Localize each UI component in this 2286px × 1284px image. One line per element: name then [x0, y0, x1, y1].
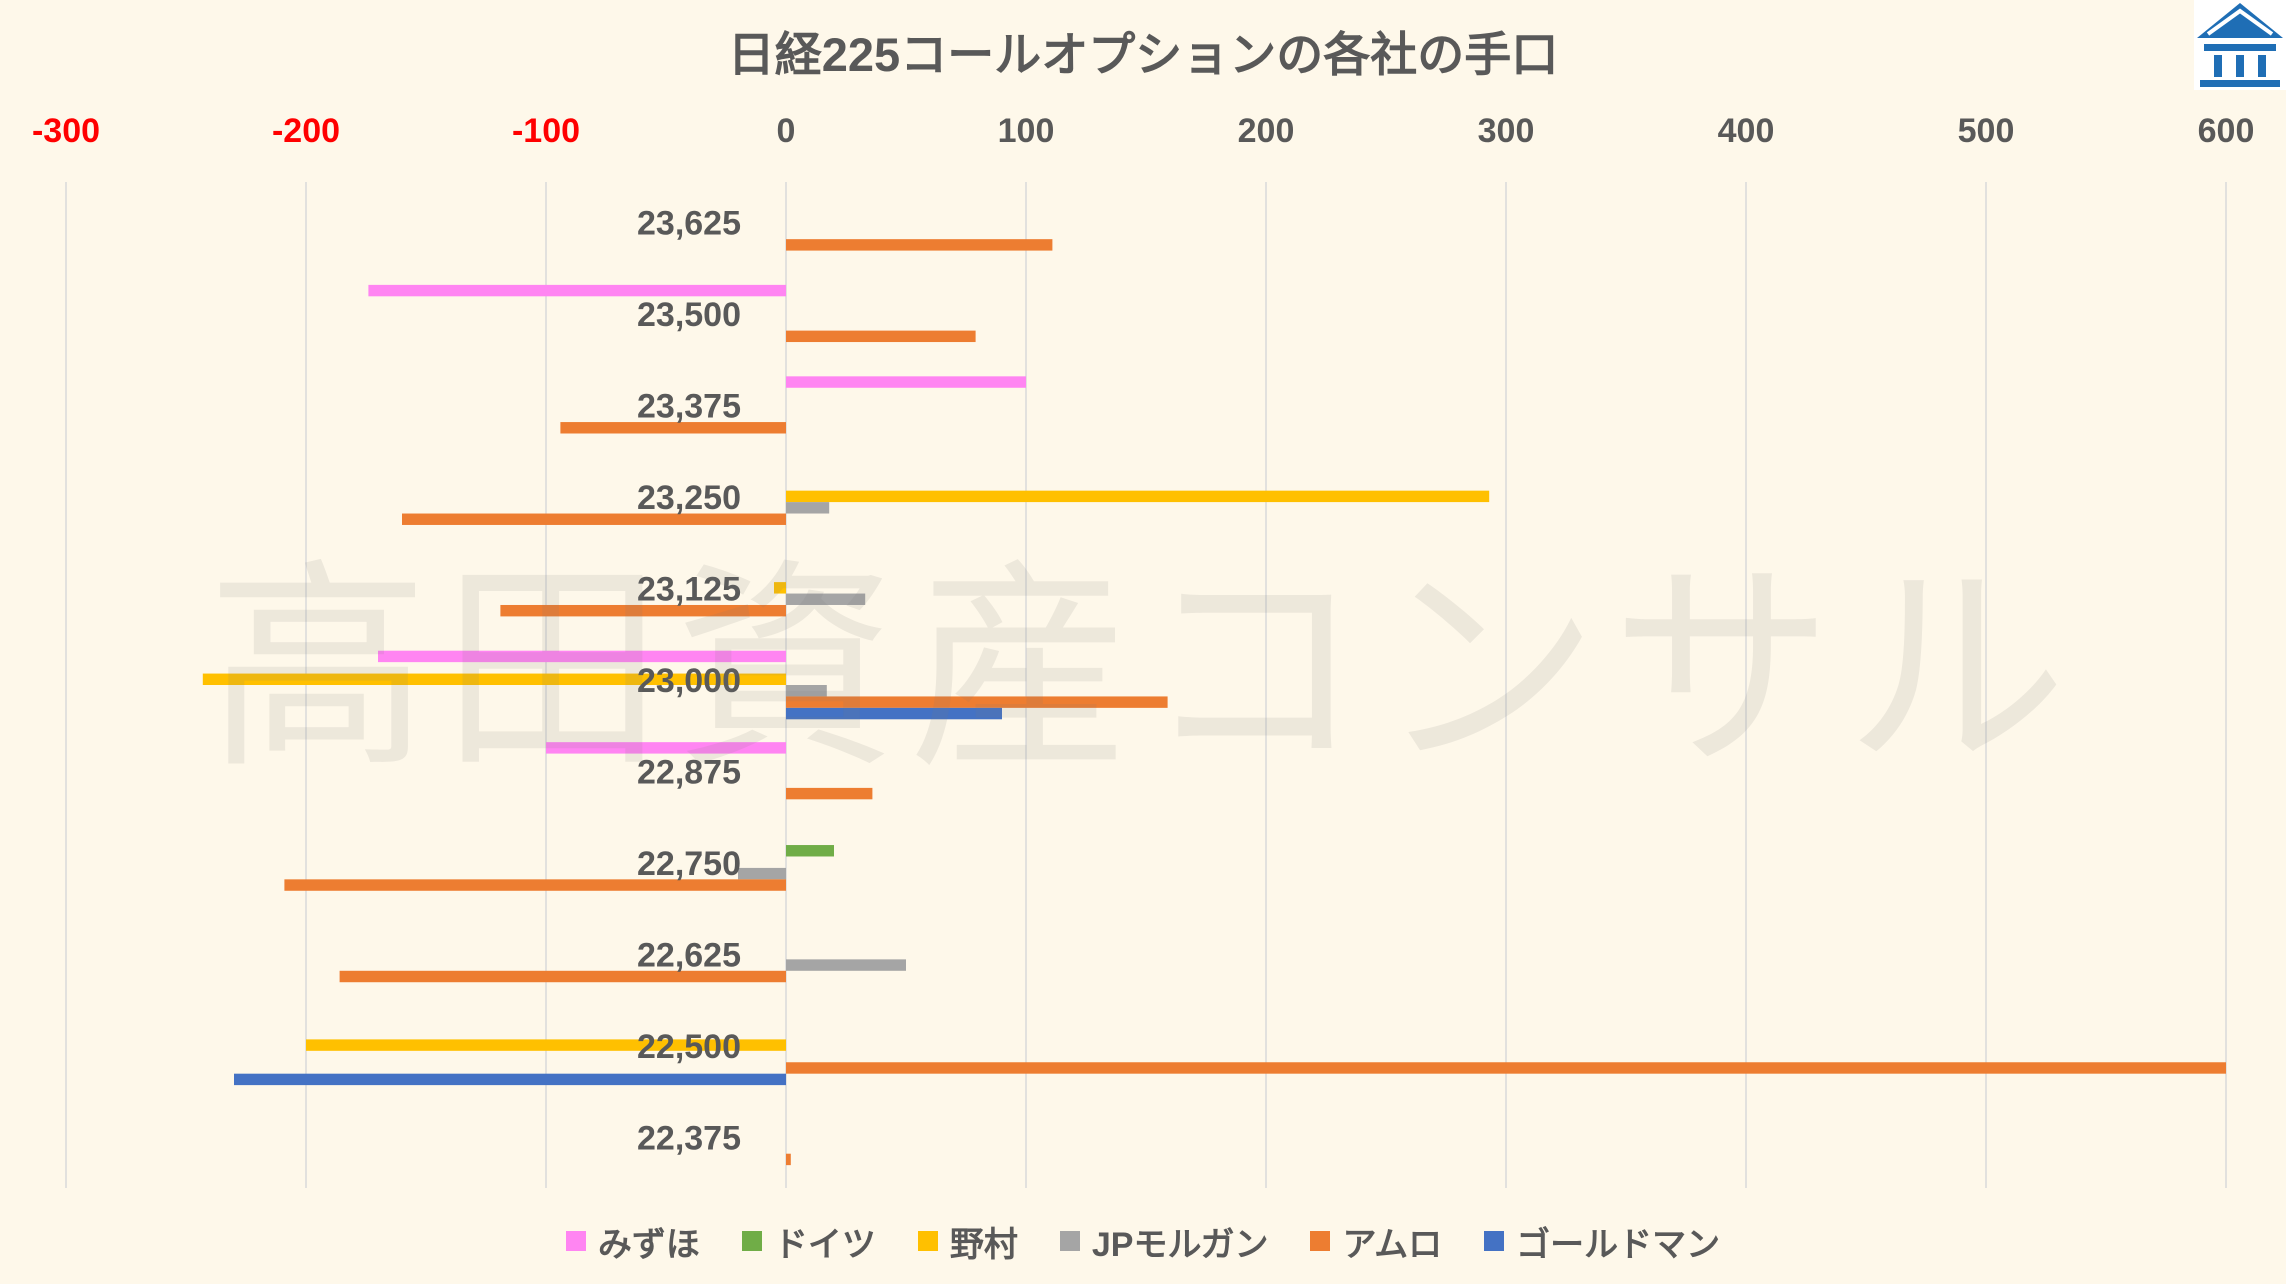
category-label-22875: 22,875 [637, 753, 741, 791]
legend-swatch-jpmorgan [1059, 1231, 1080, 1251]
category-label-22750: 22,750 [637, 845, 741, 883]
x-tick-label-600: 600 [2198, 112, 2255, 150]
bar-series-1-strike-22875 [546, 742, 786, 754]
x-tick-label-500: 500 [1958, 112, 2015, 150]
legend-swatch-nomura [917, 1231, 938, 1251]
series-2-bars [786, 845, 834, 857]
x-tick-label-minus-200: -200 [272, 112, 340, 150]
bar-series-1-strike-23000 [378, 650, 786, 663]
bar-series-5-strike-23375 [560, 422, 786, 434]
house-logo-icon [2194, 0, 2286, 90]
x-tick-label-100: 100 [998, 112, 1055, 150]
category-label-23375: 23,375 [637, 388, 741, 426]
chart-title: 日経225コールオプションの各社の手口 [727, 28, 1559, 81]
category-label-22625: 22,625 [637, 936, 741, 974]
legend-item-nomura: 野村 [917, 1217, 1018, 1266]
bar-series-4-strike-22625 [786, 959, 906, 971]
category-label-22375: 22,375 [637, 1119, 741, 1157]
bar-series-5-strike-23500 [786, 330, 976, 343]
x-tick-label-200: 200 [1238, 112, 1295, 150]
legend-label-mizuho: みずほ [597, 1225, 700, 1264]
bar-series-5-strike-23625 [786, 239, 1053, 251]
bar-series-5-strike-22750 [284, 879, 786, 891]
bar-series-4-strike-23125 [786, 593, 866, 605]
category-label-23500: 23,500 [637, 296, 741, 334]
bar-series-5-strike-22375 [786, 1153, 791, 1166]
bar-series-1-strike-23375 [786, 376, 1026, 388]
legend-swatch-mizuho [565, 1231, 586, 1251]
legend-item-goldman: ゴールドマン [1484, 1217, 1720, 1266]
legend-item-jpmorgan: JPモルガン [1059, 1217, 1269, 1266]
bar-series-5-strike-23125 [500, 604, 786, 617]
legend-swatch-goldman [1484, 1231, 1505, 1251]
bar-series-4-strike-22750 [738, 867, 786, 880]
legend-item-abn-amro: アムロ [1310, 1217, 1442, 1266]
legend: みずほ ドイツ 野村 JPモルガン アムロ ゴールドマン [0, 1216, 2286, 1266]
series-5-bars [284, 239, 2226, 1166]
x-tick-label-300: 300 [1478, 112, 1535, 150]
bar-series-4-strike-23250 [786, 502, 830, 514]
legend-label-nomura: 野村 [949, 1225, 1018, 1264]
bar-series-5-strike-22875 [786, 787, 873, 800]
legend-label-abn-amro: アムロ [1342, 1225, 1443, 1264]
bar-series-4-strike-23000 [786, 685, 827, 697]
legend-label-goldman: ゴールドマン [1516, 1225, 1721, 1264]
legend-swatch-deutsche [741, 1231, 762, 1251]
category-labels: 23,625 23,500 23,375 23,250 23,125 23,000 22,8… [637, 205, 741, 1158]
legend-item-deutsche: ドイツ [741, 1217, 876, 1266]
legend-item-mizuho: みずほ [565, 1217, 700, 1266]
bar-series-3-strike-23125 [774, 582, 786, 594]
category-label-23625: 23,625 [637, 205, 741, 243]
series-4-bars [738, 502, 906, 971]
x-tick-label-400: 400 [1718, 112, 1775, 150]
category-label-23250: 23,250 [637, 479, 741, 517]
category-label-22500: 22,500 [637, 1028, 741, 1066]
legend-swatch-abn-amro [1310, 1231, 1331, 1251]
series-1-bars [368, 284, 1026, 754]
bar-series-5-strike-23000 [786, 696, 1168, 708]
x-axis-tick-labels: -300 -200 -100 0 100 200 300 400 500 600 [32, 112, 2254, 150]
bar-series-3-strike-23250 [786, 490, 1490, 503]
legend-label-jpmorgan: JPモルガン [1091, 1225, 1269, 1264]
bar-series-1-strike-23500 [368, 284, 786, 297]
bar-series-5-strike-23250 [402, 513, 786, 525]
legend-label-deutsche: ドイツ [773, 1225, 876, 1264]
x-tick-label-minus-300: -300 [32, 112, 100, 150]
series-6-bars [234, 707, 1002, 1086]
bars [202, 239, 2226, 1166]
bar-series-5-strike-22625 [339, 970, 786, 983]
category-label-23125: 23,125 [637, 571, 741, 609]
series-3-bars [202, 490, 1490, 1051]
bar-series-3-strike-23000 [202, 673, 787, 685]
bar-series-2-strike-22750 [786, 845, 834, 857]
bar-series-3-strike-22500 [306, 1039, 786, 1051]
category-label-23000: 23,000 [637, 662, 741, 700]
bar-series-6-strike-22500 [234, 1073, 786, 1086]
x-tick-label-minus-100: -100 [512, 112, 580, 150]
x-tick-label-0: 0 [777, 112, 796, 150]
bar-series-6-strike-23000 [786, 707, 1002, 720]
bar-series-5-strike-22500 [786, 1062, 2226, 1074]
